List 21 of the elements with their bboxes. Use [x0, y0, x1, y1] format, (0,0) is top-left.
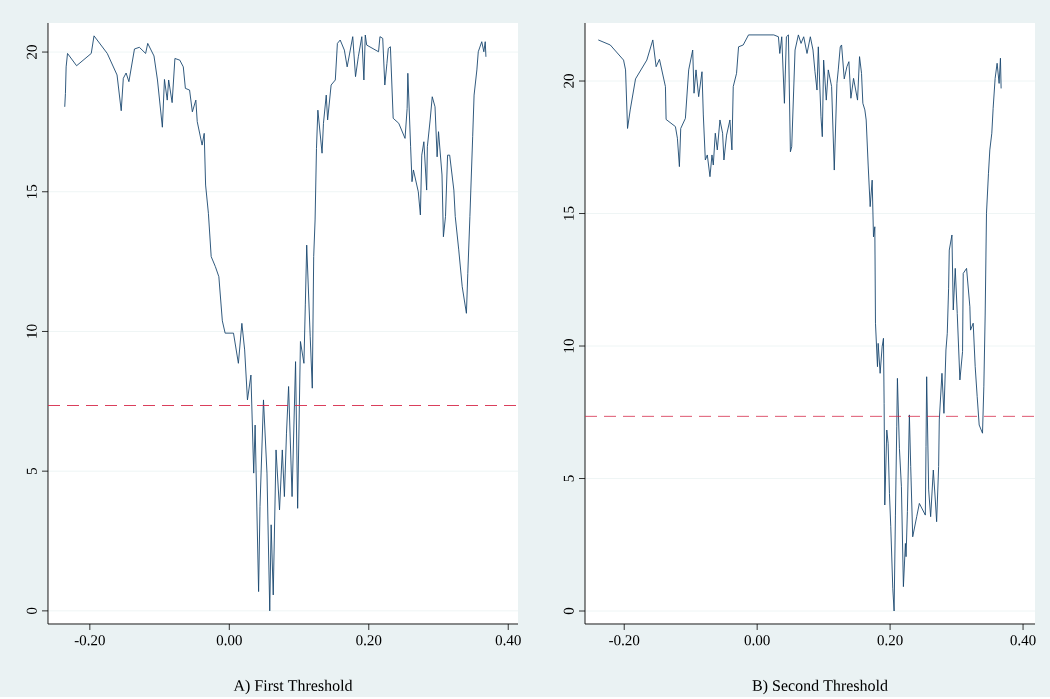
- text: A) First Threshold: [233, 679, 353, 695]
- x-tick-label: 0.20: [877, 635, 903, 646]
- y-tick-label: 0: [26, 607, 37, 614]
- x-tick-label: 0.00: [216, 635, 242, 646]
- y-tick-label: 0: [563, 607, 574, 615]
- y-tick-label: 5: [26, 467, 37, 474]
- x-tick-label: 0.40: [1010, 635, 1036, 646]
- y-tick-label: 20: [563, 73, 574, 88]
- y-tick-label: 5: [563, 475, 574, 482]
- y-tick-label: 15: [563, 206, 574, 220]
- x-tick-label: -0.20: [609, 635, 640, 646]
- y-tick-label: 10: [563, 338, 574, 353]
- x-tick-label: -0.20: [74, 635, 105, 646]
- x-tick-label: 0.20: [356, 635, 382, 646]
- x-tick-label: 0.40: [495, 635, 521, 646]
- y-tick-label: 20: [26, 44, 37, 59]
- y-tick-label: 15: [26, 184, 37, 198]
- y-tick-label: 10: [26, 324, 37, 338]
- x-tick-label: 0.00: [744, 635, 770, 646]
- line-series: [597, 34, 1002, 612]
- text: B) Second Threshold: [752, 679, 888, 695]
